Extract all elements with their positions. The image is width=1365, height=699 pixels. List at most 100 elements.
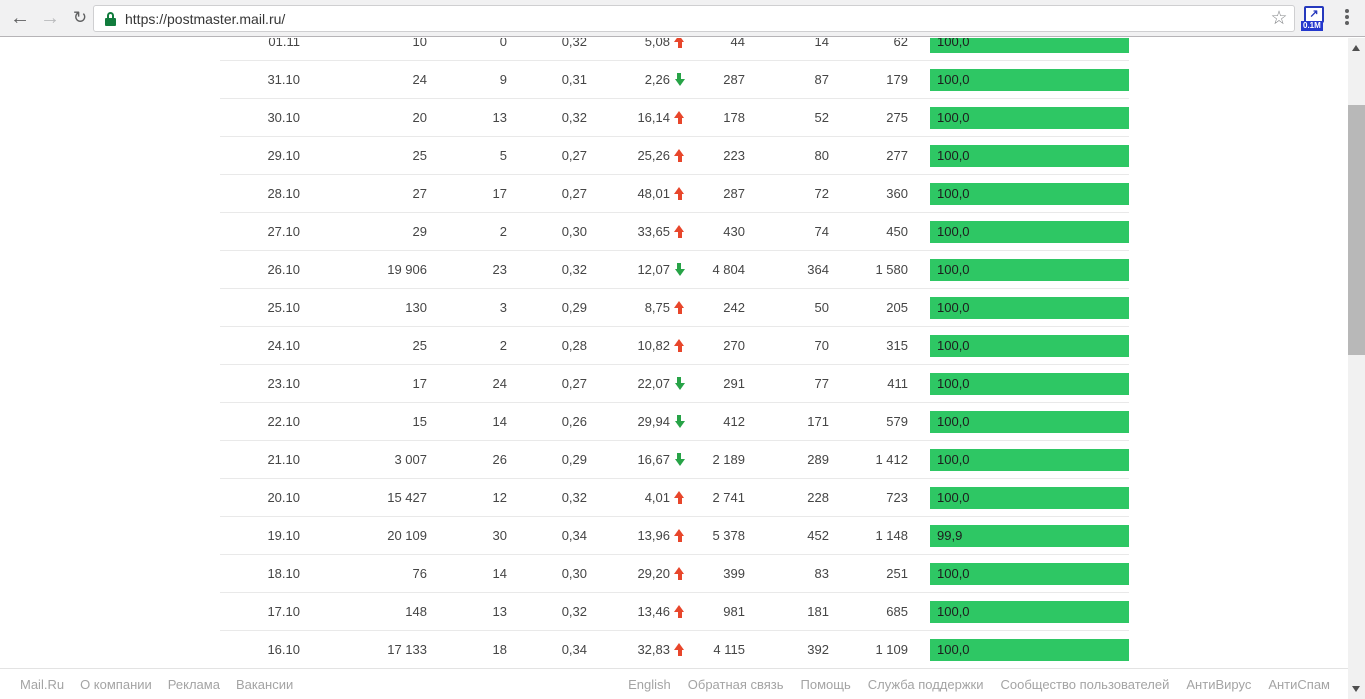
table-row[interactable]: 20.10 15 427 12 0,32 4,01 2 741 228 723 … — [220, 479, 1129, 517]
value-cell-6: 392 — [807, 642, 829, 657]
delivery-bar: 100,0 — [930, 562, 1129, 585]
value-cell-3: 0,31 — [561, 72, 587, 87]
value-cell-1: 3 007 — [394, 452, 427, 467]
value-cell-6: 52 — [814, 110, 829, 125]
value-cell-2: 3 — [499, 300, 507, 315]
value-cell-5: 178 — [723, 110, 745, 125]
date-cell: 27.10 — [267, 224, 300, 239]
value-cell-6: 14 — [814, 38, 829, 49]
footer-link-right-1[interactable]: Обратная связь — [687, 676, 784, 692]
date-cell: 22.10 — [267, 414, 300, 429]
trend-arrow-icon — [674, 38, 685, 48]
trend-arrow-icon — [674, 149, 685, 162]
footer-link-left-0[interactable]: Mail.Ru — [20, 676, 65, 692]
table-row[interactable]: 16.10 17 133 18 0,34 32,83 4 115 392 1 1… — [220, 631, 1129, 669]
value-cell-1: 10 — [412, 38, 427, 49]
value-cell-7: 450 — [886, 224, 908, 239]
refresh-button[interactable]: ↻ — [72, 8, 88, 27]
value-cell-2: 2 — [499, 338, 507, 353]
trend-arrow-icon — [674, 377, 685, 390]
footer-link-left-1[interactable]: О компании — [80, 676, 152, 692]
delivery-bar-cell: 100,0 — [908, 486, 1129, 509]
table-row[interactable]: 29.10 25 5 0,27 25,26 223 80 277 100,0 — [220, 137, 1129, 175]
table-row[interactable]: 23.10 17 24 0,27 22,07 291 77 411 100,0 — [220, 365, 1129, 403]
address-bar[interactable]: https://postmaster.mail.ru/ ☆ — [93, 5, 1295, 32]
date-cell: 29.10 — [267, 148, 300, 163]
percent-cell: 22,07 — [587, 376, 685, 391]
https-lock-icon — [105, 11, 116, 26]
value-cell-3: 0,32 — [561, 604, 587, 619]
value-cell-5: 2 189 — [712, 452, 745, 467]
date-cell: 16.10 — [267, 642, 300, 657]
table-row[interactable]: 17.10 148 13 0,32 13,46 981 181 685 100,… — [220, 593, 1129, 631]
value-cell-7: 1 580 — [875, 262, 908, 277]
trend-arrow-icon — [674, 415, 685, 428]
value-cell-3: 0,32 — [561, 110, 587, 125]
table-row[interactable]: 19.10 20 109 30 0,34 13,96 5 378 452 1 1… — [220, 517, 1129, 555]
value-cell-5: 242 — [723, 300, 745, 315]
browser-toolbar: ← → ↻ https://postmaster.mail.ru/ ☆ ↗ 0.… — [0, 0, 1365, 37]
table-row[interactable]: 25.10 130 3 0,29 8,75 242 50 205 100,0 — [220, 289, 1129, 327]
value-cell-1: 15 427 — [387, 490, 427, 505]
value-cell-1: 17 — [412, 376, 427, 391]
date-cell: 31.10 — [267, 72, 300, 87]
value-cell-1: 25 — [412, 338, 427, 353]
table-row[interactable]: 30.10 20 13 0,32 16,14 178 52 275 100,0 — [220, 99, 1129, 137]
delivery-bar-cell: 100,0 — [908, 220, 1129, 243]
table-row[interactable]: 01.11 10 0 0,32 5,08 44 14 62 100,0 — [220, 38, 1129, 61]
delivery-bar-cell: 100,0 — [908, 68, 1129, 91]
trend-arrow-icon — [674, 491, 685, 504]
delivery-bar: 100,0 — [930, 372, 1129, 395]
table-row[interactable]: 28.10 27 17 0,27 48,01 287 72 360 100,0 — [220, 175, 1129, 213]
bookmark-star-icon[interactable]: ☆ — [1270, 8, 1288, 29]
value-cell-7: 277 — [886, 148, 908, 163]
scrollbar-up-arrow-icon[interactable] — [1352, 45, 1360, 51]
table-row[interactable]: 26.10 19 906 23 0,32 12,07 4 804 364 1 5… — [220, 251, 1129, 289]
back-button[interactable]: ← — [10, 7, 30, 29]
footer-link-right-2[interactable]: Помощь — [800, 676, 851, 692]
value-cell-3: 0,29 — [561, 300, 587, 315]
value-cell-6: 83 — [814, 566, 829, 581]
value-cell-6: 72 — [814, 186, 829, 201]
footer-link-right-6[interactable]: АнтиСпам — [1268, 676, 1330, 692]
delivery-stats-table: 01.11 10 0 0,32 5,08 44 14 62 100,0 31.1… — [220, 38, 1129, 669]
percent-cell: 13,46 — [587, 604, 685, 619]
delivery-bar: 100,0 — [930, 486, 1129, 509]
footer-link-right-3[interactable]: Служба поддержки — [867, 676, 984, 692]
value-cell-3: 0,28 — [561, 338, 587, 353]
footer-link-right-5[interactable]: АнтиВирус — [1186, 676, 1252, 692]
table-row[interactable]: 21.10 3 007 26 0,29 16,67 2 189 289 1 41… — [220, 441, 1129, 479]
trend-arrow-icon — [674, 187, 685, 200]
table-row[interactable]: 31.10 24 9 0,31 2,26 287 87 179 100,0 — [220, 61, 1129, 99]
page-footer: Mail.Ru О компании Реклама Вакансии English… — [0, 668, 1348, 699]
footer-link-left-2[interactable]: Реклама — [167, 676, 220, 692]
delivery-bar-cell: 100,0 — [908, 296, 1129, 319]
forward-button[interactable]: → — [40, 7, 60, 29]
footer-link-left-3[interactable]: Вакансии — [235, 676, 294, 692]
value-cell-7: 685 — [886, 604, 908, 619]
value-cell-3: 0,26 — [561, 414, 587, 429]
delivery-bar: 100,0 — [930, 258, 1129, 281]
value-cell-1: 148 — [405, 604, 427, 619]
delivery-bar-cell: 100,0 — [908, 448, 1129, 471]
delivery-bar: 100,0 — [930, 600, 1129, 623]
footer-link-right-4[interactable]: Сообщество пользователей — [1000, 676, 1170, 692]
table-row[interactable]: 22.10 15 14 0,26 29,94 412 171 579 100,0 — [220, 403, 1129, 441]
table-row[interactable]: 27.10 29 2 0,30 33,65 430 74 450 100,0 — [220, 213, 1129, 251]
vertical-scrollbar[interactable] — [1348, 38, 1365, 699]
scrollbar-down-arrow-icon[interactable] — [1352, 686, 1360, 692]
percent-cell: 32,83 — [587, 642, 685, 657]
scrollbar-thumb[interactable] — [1348, 105, 1365, 355]
browser-menu-button[interactable] — [1338, 7, 1356, 31]
trend-arrow-icon — [674, 225, 685, 238]
value-cell-2: 18 — [492, 642, 507, 657]
table-row[interactable]: 24.10 25 2 0,28 10,82 270 70 315 100,0 — [220, 327, 1129, 365]
date-cell: 23.10 — [267, 376, 300, 391]
value-cell-5: 4 115 — [713, 642, 745, 657]
table-row[interactable]: 18.10 76 14 0,30 29,20 399 83 251 100,0 — [220, 555, 1129, 593]
percent-cell: 48,01 — [587, 186, 685, 201]
url-text[interactable]: https://postmaster.mail.ru/ — [125, 10, 286, 27]
value-cell-1: 27 — [412, 186, 427, 201]
footer-link-right-0[interactable]: English — [628, 676, 671, 692]
value-cell-3: 0,32 — [561, 38, 587, 49]
